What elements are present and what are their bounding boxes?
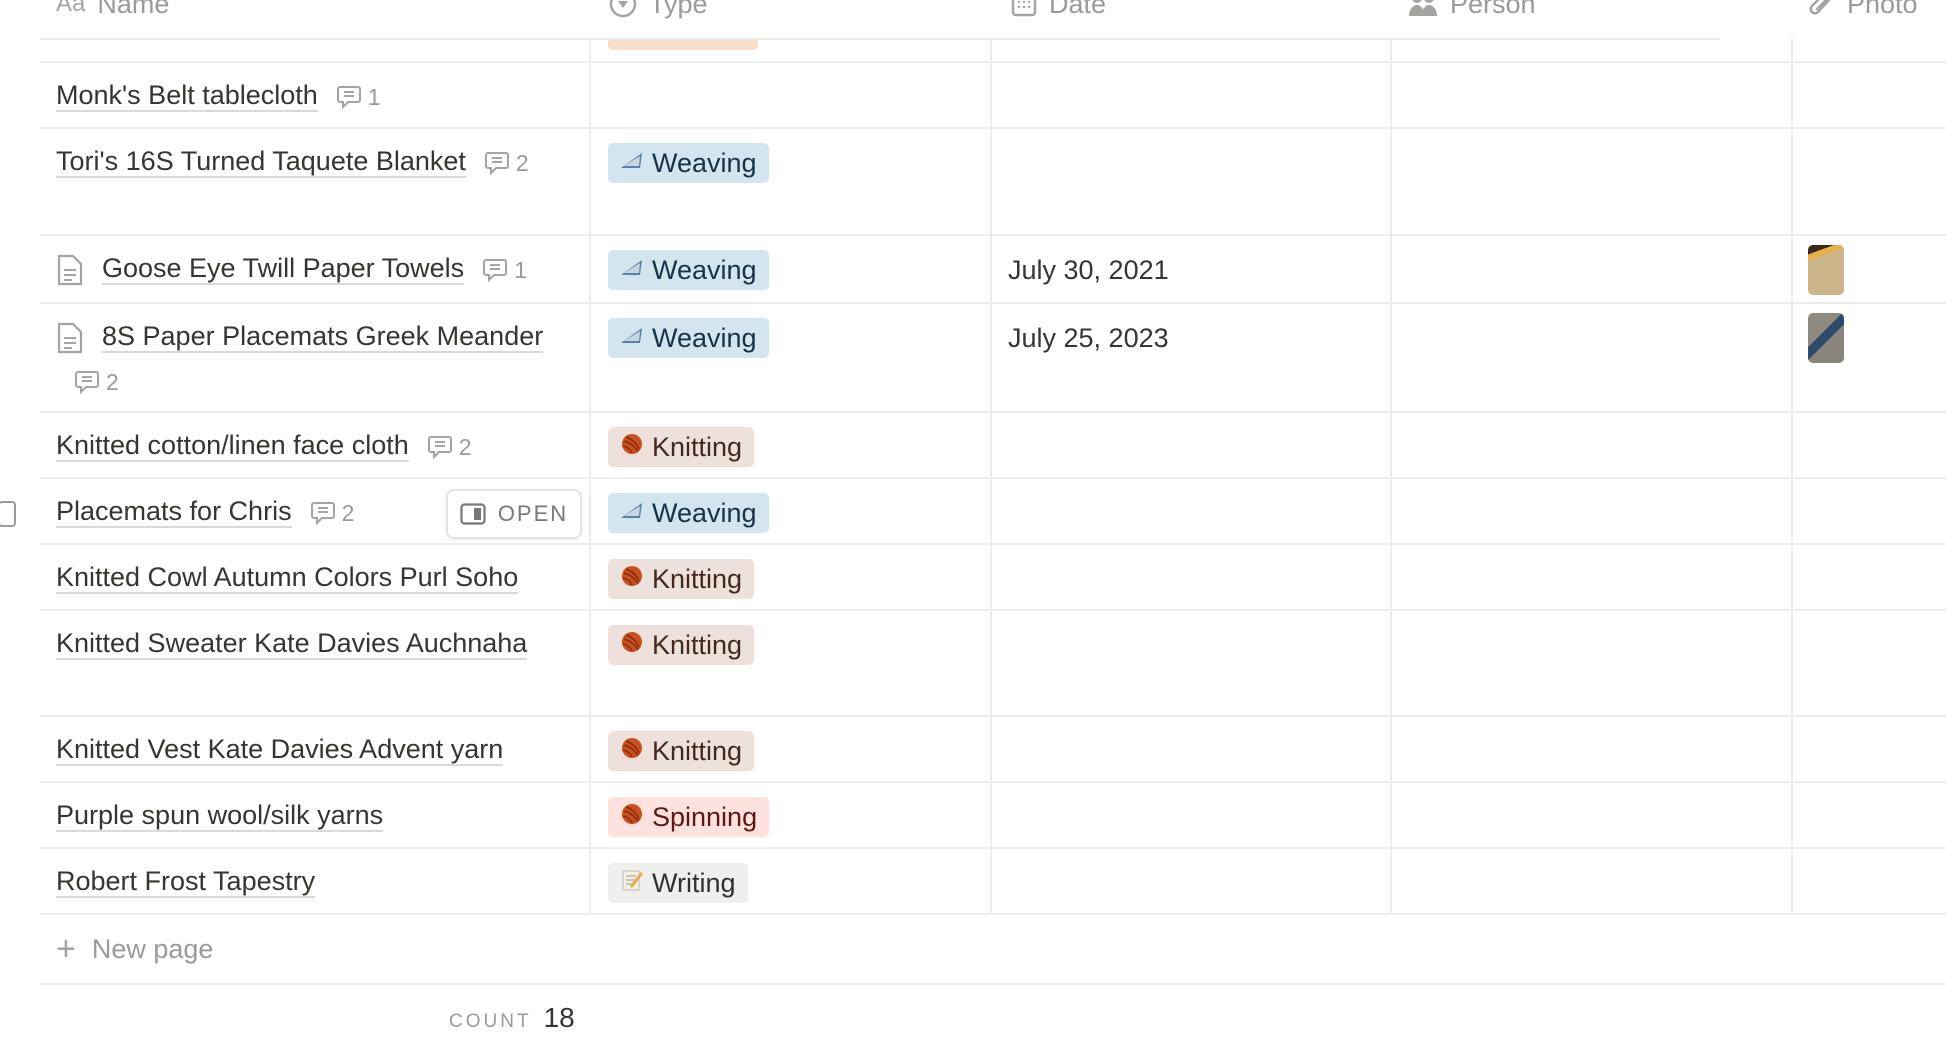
yarn-ball-icon: [620, 630, 644, 661]
table-row[interactable]: Knitted Vest Kate Davies Advent yarn Knit…: [40, 717, 1946, 783]
page-doc-icon: [57, 254, 83, 285]
comment-count[interactable]: 1: [336, 75, 381, 119]
count-summary[interactable]: COUNT 18: [449, 1002, 575, 1033]
name-cell[interactable]: Knitted Vest Kate Davies Advent yarn: [56, 727, 586, 771]
shuttle-icon: [620, 255, 644, 286]
type-tag: Knitting: [608, 625, 755, 665]
type-tag: Writing: [608, 863, 748, 903]
page-title-link[interactable]: Placemats for Chris: [56, 496, 292, 528]
table-row[interactable]: Knitted Sweater Kate Davies Auchnaha Knit…: [40, 611, 1946, 717]
column-header-type[interactable]: Type: [609, 0, 708, 22]
name-cell[interactable]: Tori's 16S Turned Taquete Blanket 2: [56, 139, 586, 185]
table-row[interactable]: Knitted cotton/linen face cloth 2 Knitting: [40, 413, 1946, 479]
column-header-date[interactable]: Date: [1011, 0, 1106, 22]
comment-icon: [427, 435, 452, 460]
date-cell: July 30, 2021: [1008, 255, 1169, 285]
page-title-link[interactable]: 8S Paper Placemats Greek Meander: [102, 321, 544, 353]
people-icon: [1409, 0, 1437, 16]
photo-thumbnail[interactable]: [1808, 245, 1844, 295]
name-cell[interactable]: Placemats for Chris 2: [56, 489, 586, 535]
page-title-link[interactable]: Tori's 16S Turned Taquete Blanket: [56, 146, 466, 178]
table-row[interactable]: Knitted Cowl Autumn Colors Purl Soho Knit…: [40, 545, 1946, 611]
table-row[interactable]: Tori's 16S Turned Taquete Blanket 2 Weavin…: [40, 129, 1946, 236]
yarn-ball-icon: [620, 432, 644, 463]
comment-count[interactable]: 2: [484, 141, 529, 185]
type-tag: Spinning: [608, 797, 770, 837]
table-row[interactable]: Placemats for Chris 2 OPEN Weaving: [0, 479, 1946, 545]
page-title-link[interactable]: Knitted Sweater Kate Davies Auchnaha: [56, 628, 528, 660]
type-tag: Knitting: [608, 427, 755, 467]
column-header-photo[interactable]: Photo: [1809, 0, 1918, 22]
type-tag: Weaving: [608, 143, 769, 183]
date-cell: July 25, 2023: [1008, 323, 1169, 353]
page-title-link[interactable]: Monk's Belt tablecloth: [56, 80, 318, 112]
paperclip-icon: [1809, 0, 1831, 15]
calendar-icon: [1011, 0, 1037, 17]
name-cell[interactable]: Purple spun wool/silk yarns: [56, 793, 586, 837]
shuttle-icon: [620, 498, 644, 529]
table-row[interactable]: Monk's Belt tablecloth 1: [40, 63, 1946, 129]
type-tag: Weaving: [608, 493, 769, 533]
comment-icon: [310, 501, 335, 526]
column-header-person[interactable]: Person: [1408, 0, 1536, 22]
open-page-button[interactable]: OPEN: [446, 489, 582, 539]
plus-icon: +: [56, 929, 76, 968]
memo-icon: [620, 868, 644, 899]
row-checkbox[interactable]: [0, 501, 16, 527]
table-row[interactable]: Robert Frost Tapestry Writing: [40, 849, 1946, 915]
column-header-name[interactable]: Aa Name: [56, 0, 169, 22]
yarn-ball-icon: [620, 736, 644, 767]
yarn-ball-icon: [620, 802, 644, 833]
yarn-ball-icon: [620, 564, 644, 595]
page-title-link[interactable]: Purple spun wool/silk yarns: [56, 800, 384, 832]
shuttle-icon: [620, 323, 644, 354]
side-peek-icon: [460, 503, 486, 525]
name-cell[interactable]: Robert Frost Tapestry: [56, 859, 586, 903]
name-cell[interactable]: Knitted cotton/linen face cloth 2: [56, 423, 586, 469]
type-tag: Weaving: [608, 318, 769, 358]
header-divider: [40, 38, 1720, 40]
photo-thumbnail[interactable]: [1808, 313, 1844, 363]
shuttle-icon: [620, 148, 644, 179]
comment-count[interactable]: 2: [427, 425, 472, 469]
page-title-link[interactable]: Knitted Cowl Autumn Colors Purl Soho: [56, 562, 519, 594]
table-row[interactable]: Purple spun wool/silk yarns Spinning: [40, 783, 1946, 849]
comment-icon: [336, 85, 361, 110]
footer-divider: [40, 983, 1946, 985]
type-tag: Knitting: [608, 559, 755, 599]
comment-count[interactable]: 2: [74, 360, 119, 404]
table-header: Aa Name Type Date Person Photo: [0, 0, 1946, 38]
table-row[interactable]: Goose Eye Twill Paper Towels 1 Weaving July…: [40, 236, 1946, 304]
table-row[interactable]: 8S Paper Placemats Greek Meander 2 Weaving…: [40, 304, 1946, 413]
type-tag: Knitting: [608, 731, 755, 771]
page-title-link[interactable]: Robert Frost Tapestry: [56, 866, 316, 898]
comment-count[interactable]: 2: [310, 491, 354, 535]
page-title-link[interactable]: Goose Eye Twill Paper Towels: [102, 253, 465, 285]
text-aa-icon: Aa: [56, 0, 86, 17]
comment-icon: [483, 258, 508, 283]
page-title-link[interactable]: Knitted cotton/linen face cloth: [56, 430, 409, 462]
select-icon: [609, 0, 637, 18]
new-page-button[interactable]: + New page: [56, 929, 214, 968]
comment-icon: [484, 151, 509, 176]
type-tag: Weaving: [608, 250, 769, 290]
comment-count[interactable]: 1: [482, 248, 527, 292]
name-cell[interactable]: Knitted Cowl Autumn Colors Purl Soho: [56, 555, 586, 599]
name-cell[interactable]: Monk's Belt tablecloth 1: [56, 73, 586, 119]
page-doc-icon: [57, 322, 83, 353]
name-cell[interactable]: 8S Paper Placemats Greek Meander 2: [56, 314, 586, 404]
name-cell[interactable]: Goose Eye Twill Paper Towels 1: [56, 246, 586, 292]
page-title-link[interactable]: Knitted Vest Kate Davies Advent yarn: [56, 734, 504, 766]
name-cell[interactable]: Knitted Sweater Kate Davies Auchnaha: [56, 621, 586, 665]
comment-icon: [75, 370, 99, 395]
